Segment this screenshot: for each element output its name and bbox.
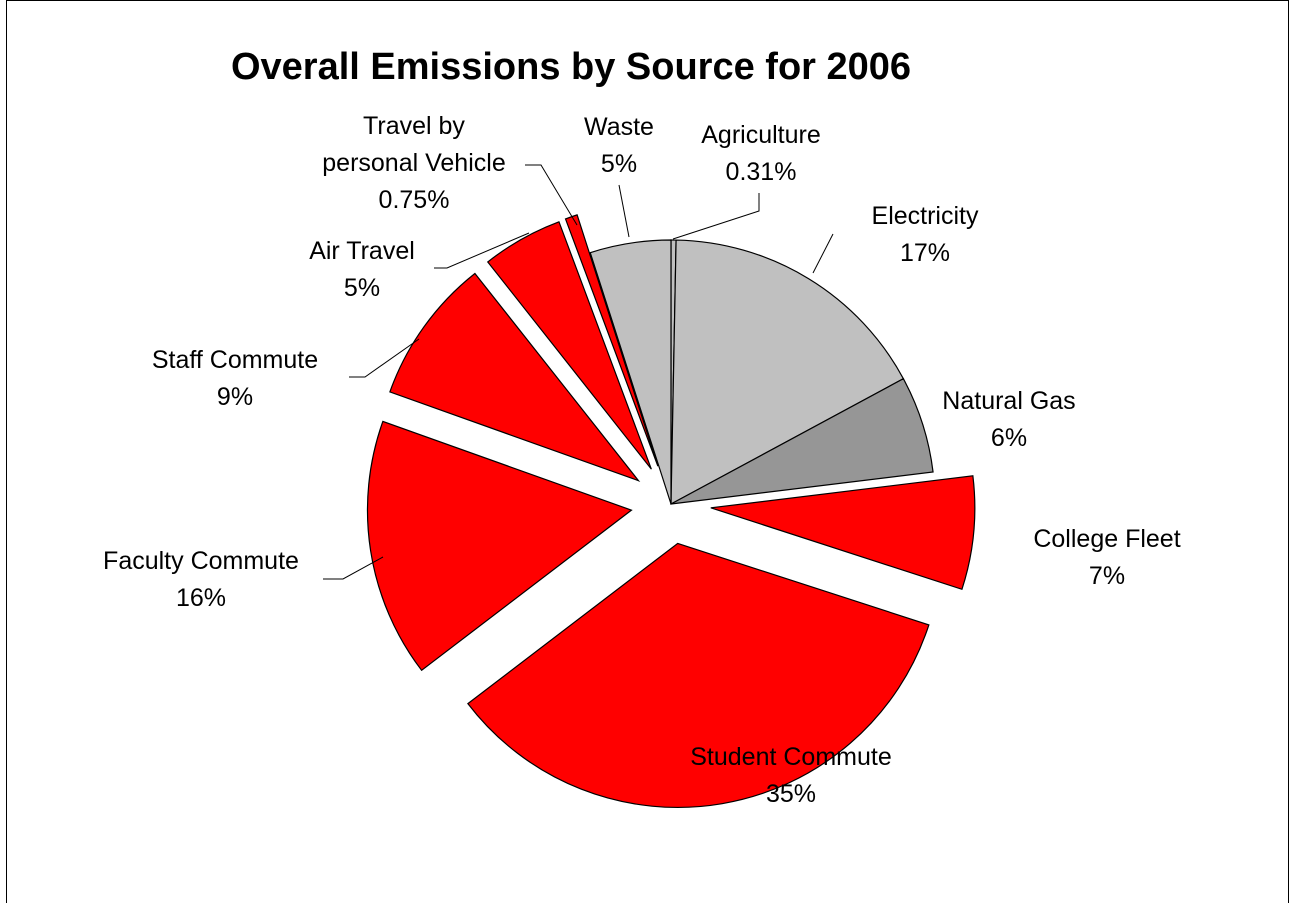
label-line: Natural Gas	[942, 387, 1075, 415]
label-line: Student Commute	[690, 743, 892, 771]
label-line: Agriculture	[701, 121, 821, 149]
label-line: 35%	[766, 780, 816, 808]
label-natural-gas: Natural Gas 6%	[942, 387, 1075, 452]
label-electricity: Electricity 17%	[872, 202, 979, 267]
leader-line-waste	[618, 184, 630, 238]
label-line: 6%	[991, 424, 1027, 452]
leader-line-electricity	[812, 233, 834, 274]
labels-layer: Agriculture 0.31% Electricity 17% Natural Ga…	[103, 112, 1181, 808]
label-line: College Fleet	[1033, 525, 1180, 553]
pie-chart: Overall Emissions by Source for 2006 Agr…	[103, 46, 1181, 809]
chart-title: Overall Emissions by Source for 2006	[231, 46, 911, 88]
label-line: 0.31%	[726, 158, 797, 186]
slices-layer	[366, 214, 976, 809]
label-student-commute: Student Commute 35%	[690, 743, 892, 808]
label-line: 0.75%	[379, 186, 450, 214]
slice-faculty-commute	[366, 420, 633, 672]
leaders-layer	[323, 164, 834, 580]
label-line: 9%	[217, 383, 253, 411]
label-line: 16%	[176, 584, 226, 612]
leader-line-faculty-commute	[323, 556, 384, 580]
label-air-travel: Air Travel 5%	[309, 237, 415, 302]
label-travel-by-personal-vehicle: Travel by personal Vehicle 0.75%	[322, 112, 505, 214]
label-line: Travel by	[363, 112, 465, 140]
label-line: personal Vehicle	[322, 149, 505, 177]
label-staff-commute: Staff Commute 9%	[152, 346, 318, 411]
leader-line-staff-commute	[349, 338, 420, 378]
label-line: Staff Commute	[152, 346, 318, 374]
slice-air-travel	[486, 221, 652, 470]
label-line: 17%	[900, 239, 950, 267]
slice-natural-gas	[670, 377, 934, 505]
leader-line-agriculture	[672, 193, 760, 240]
label-line: 5%	[344, 274, 380, 302]
label-line: Waste	[584, 113, 654, 141]
label-college-fleet: College Fleet 7%	[1033, 525, 1180, 590]
label-line: Air Travel	[309, 237, 415, 265]
label-line: 5%	[601, 150, 637, 178]
label-agriculture: Agriculture 0.31%	[701, 121, 821, 186]
label-line: Faculty Commute	[103, 547, 299, 575]
slice-college-fleet	[710, 475, 976, 591]
label-waste: Waste 5%	[584, 113, 654, 178]
leader-line-air-travel	[434, 232, 530, 269]
label-faculty-commute: Faculty Commute 16%	[103, 547, 299, 612]
label-line: Electricity	[872, 202, 979, 230]
slice-travel-by-personal-vehicle	[564, 214, 659, 467]
leader-line-travel-by-personal-vehicle	[525, 164, 578, 226]
label-line: 7%	[1089, 562, 1125, 590]
slice-student-commute	[467, 542, 930, 809]
slice-waste	[589, 239, 672, 505]
slice-electricity	[670, 239, 905, 506]
slice-staff-commute	[389, 272, 641, 482]
chart-frame: Overall Emissions by Source for 2006 Agr…	[6, 0, 1289, 903]
